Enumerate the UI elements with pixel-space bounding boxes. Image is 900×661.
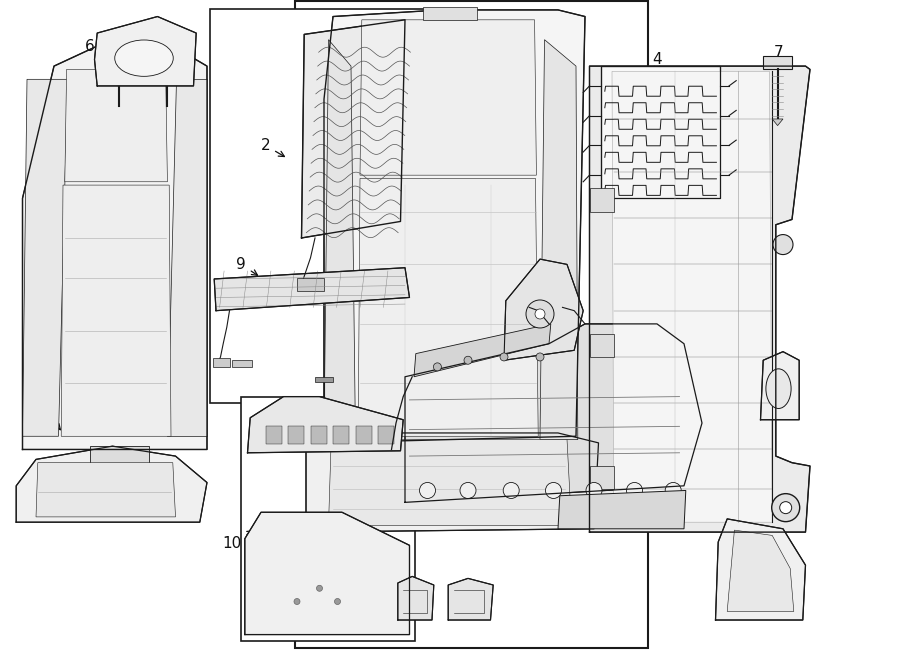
- Circle shape: [500, 353, 508, 361]
- Polygon shape: [22, 79, 68, 436]
- Text: 16: 16: [379, 589, 404, 603]
- Text: 11: 11: [494, 412, 514, 434]
- Polygon shape: [245, 512, 410, 635]
- Circle shape: [779, 502, 792, 514]
- Circle shape: [626, 483, 643, 498]
- Polygon shape: [448, 578, 493, 620]
- Polygon shape: [358, 178, 538, 436]
- Polygon shape: [328, 440, 572, 525]
- Polygon shape: [763, 56, 792, 69]
- Polygon shape: [760, 352, 799, 420]
- Polygon shape: [297, 278, 324, 291]
- Text: 14: 14: [536, 293, 559, 313]
- Circle shape: [464, 356, 472, 364]
- Polygon shape: [324, 10, 585, 443]
- Text: 6: 6: [86, 39, 136, 59]
- Circle shape: [460, 483, 476, 498]
- Circle shape: [317, 585, 322, 592]
- Polygon shape: [405, 324, 702, 502]
- Polygon shape: [324, 40, 356, 440]
- Circle shape: [586, 483, 602, 498]
- Circle shape: [545, 483, 562, 498]
- Bar: [295, 1, 648, 648]
- Polygon shape: [727, 530, 794, 611]
- Polygon shape: [590, 466, 614, 489]
- Circle shape: [665, 483, 681, 498]
- Polygon shape: [590, 188, 614, 212]
- Polygon shape: [213, 358, 230, 367]
- Circle shape: [536, 353, 544, 361]
- Text: 9: 9: [237, 257, 257, 275]
- Text: 3: 3: [656, 327, 680, 348]
- Polygon shape: [716, 519, 806, 620]
- Polygon shape: [302, 20, 405, 238]
- Polygon shape: [612, 71, 772, 522]
- Text: 15: 15: [767, 551, 793, 566]
- Polygon shape: [504, 259, 583, 360]
- Circle shape: [773, 235, 793, 254]
- Polygon shape: [65, 69, 167, 182]
- Ellipse shape: [766, 369, 791, 408]
- Polygon shape: [248, 397, 403, 453]
- Polygon shape: [61, 185, 171, 436]
- Polygon shape: [414, 324, 551, 377]
- Polygon shape: [288, 426, 304, 444]
- Polygon shape: [166, 79, 207, 436]
- Polygon shape: [378, 426, 394, 444]
- Polygon shape: [601, 66, 720, 198]
- Text: 2: 2: [261, 138, 284, 157]
- Polygon shape: [214, 268, 410, 311]
- Bar: [241, 397, 415, 641]
- Polygon shape: [423, 7, 477, 20]
- Text: 7: 7: [774, 46, 783, 66]
- Polygon shape: [16, 446, 207, 522]
- Text: 8: 8: [45, 409, 60, 430]
- Polygon shape: [90, 446, 148, 469]
- Polygon shape: [590, 66, 810, 532]
- Ellipse shape: [115, 40, 173, 77]
- Polygon shape: [540, 40, 578, 440]
- Text: 5: 5: [414, 56, 495, 75]
- Circle shape: [526, 300, 554, 328]
- Text: 13: 13: [766, 366, 791, 383]
- Circle shape: [771, 494, 800, 522]
- Polygon shape: [232, 360, 252, 367]
- Text: 10: 10: [222, 531, 253, 551]
- Circle shape: [434, 363, 441, 371]
- Text: 4: 4: [652, 52, 662, 73]
- Text: 12: 12: [323, 274, 356, 290]
- Polygon shape: [333, 426, 349, 444]
- Polygon shape: [558, 490, 686, 529]
- Polygon shape: [590, 334, 614, 357]
- Circle shape: [419, 483, 436, 498]
- Polygon shape: [22, 26, 207, 449]
- Polygon shape: [306, 433, 598, 532]
- Polygon shape: [94, 17, 196, 86]
- Polygon shape: [310, 426, 327, 444]
- Polygon shape: [356, 426, 372, 444]
- Polygon shape: [36, 463, 176, 517]
- Text: 17: 17: [467, 590, 487, 607]
- Circle shape: [335, 598, 340, 605]
- Circle shape: [535, 309, 545, 319]
- Polygon shape: [398, 576, 434, 620]
- Polygon shape: [772, 119, 783, 126]
- Circle shape: [294, 598, 300, 605]
- Bar: [210, 9, 430, 403]
- Circle shape: [503, 483, 519, 498]
- Text: 1: 1: [32, 244, 73, 264]
- Polygon shape: [266, 426, 282, 444]
- Polygon shape: [360, 20, 536, 175]
- Polygon shape: [315, 377, 333, 382]
